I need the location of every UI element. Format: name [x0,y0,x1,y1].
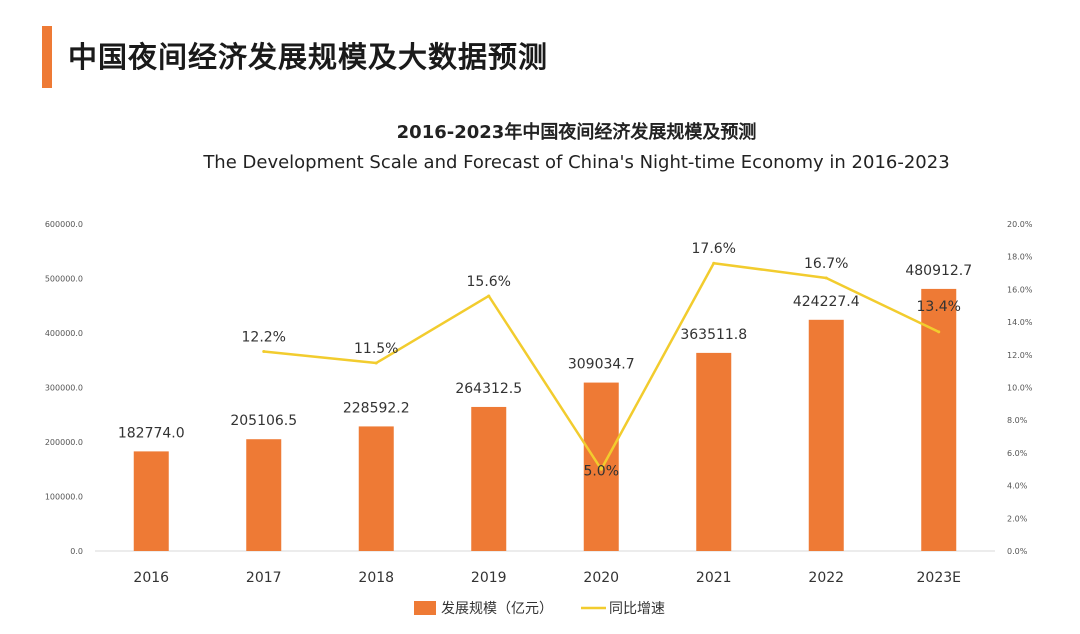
x-tick-label: 2019 [471,570,507,586]
growth-point-2017 [262,350,266,354]
y-right-tick-label: 0.0% [1007,547,1028,556]
bar-2019 [471,406,507,551]
x-tick-label: 2018 [358,570,394,586]
y-right-tick-label: 10.0% [1007,384,1033,393]
growth-point-2018 [374,361,378,365]
bar-value-label: 424227.4 [793,294,860,310]
y-right-tick-label: 16.0% [1007,285,1033,294]
y-left-tick-label: 500000.0 [45,275,83,284]
bar-2018 [358,426,394,551]
y-left-tick-label: 0.0 [70,547,83,556]
line-value-label: 17.6% [692,241,736,257]
x-tick-label: 2022 [808,570,844,586]
legend-bar-swatch [414,601,436,615]
bar-2017 [246,439,282,551]
y-right-tick-label: 18.0% [1007,253,1033,262]
y-right-tick-label: 2.0% [1007,514,1028,523]
legend-line-label: 同比增速 [609,601,665,617]
bar-value-label: 205106.5 [230,413,297,429]
x-tick-label: 2023E [917,570,961,586]
chart-title: 2016-2023年中国夜间经济发展规模及预测 [396,122,757,143]
bar-value-label: 309034.7 [568,357,635,373]
bar-value-label: 228592.2 [343,400,410,416]
bar-2016 [133,451,169,551]
y-left-tick-label: 400000.0 [45,329,83,338]
y-right-tick-label: 6.0% [1007,449,1028,458]
line-value-label: 13.4% [917,299,961,315]
bar-2022 [808,319,844,551]
x-tick-label: 2021 [696,570,732,586]
y-right-tick-label: 12.0% [1007,351,1033,360]
growth-point-2023E [937,330,941,334]
x-tick-label: 2016 [133,570,169,586]
y-left-tick-label: 200000.0 [45,438,83,447]
y-left-tick-label: 300000.0 [45,384,83,393]
bar-value-label: 480912.7 [905,263,972,279]
x-tick-label: 2017 [246,570,282,586]
line-value-label: 12.2% [242,330,286,346]
growth-point-2020 [599,467,603,471]
line-value-label: 5.0% [583,463,619,479]
growth-point-2019 [487,294,491,298]
growth-point-2022 [824,276,828,280]
bar-value-label: 264312.5 [455,381,522,397]
page-title: 中国夜间经济发展规模及大数据预测 [68,40,549,74]
bar-2023E [921,288,957,551]
y-left-tick-label: 100000.0 [45,493,83,502]
line-value-label: 11.5% [354,341,398,357]
chart-subtitle: The Development Scale and Forecast of Ch… [203,152,950,173]
growth-point-2021 [712,261,716,265]
legend-bar-label: 发展规模（亿元） [441,601,553,617]
y-left-tick-label: 600000.0 [45,220,83,229]
line-value-label: 16.7% [804,256,848,272]
y-right-tick-label: 8.0% [1007,416,1028,425]
y-right-tick-label: 20.0% [1007,220,1033,229]
x-tick-label: 2020 [583,570,619,586]
bar-value-label: 363511.8 [680,327,747,343]
bar-value-label: 182774.0 [118,425,185,441]
bar-2021 [696,352,732,551]
y-right-tick-label: 14.0% [1007,318,1033,327]
line-value-label: 15.6% [467,274,511,290]
title-accent-bar [42,26,52,88]
y-right-tick-label: 4.0% [1007,482,1028,491]
